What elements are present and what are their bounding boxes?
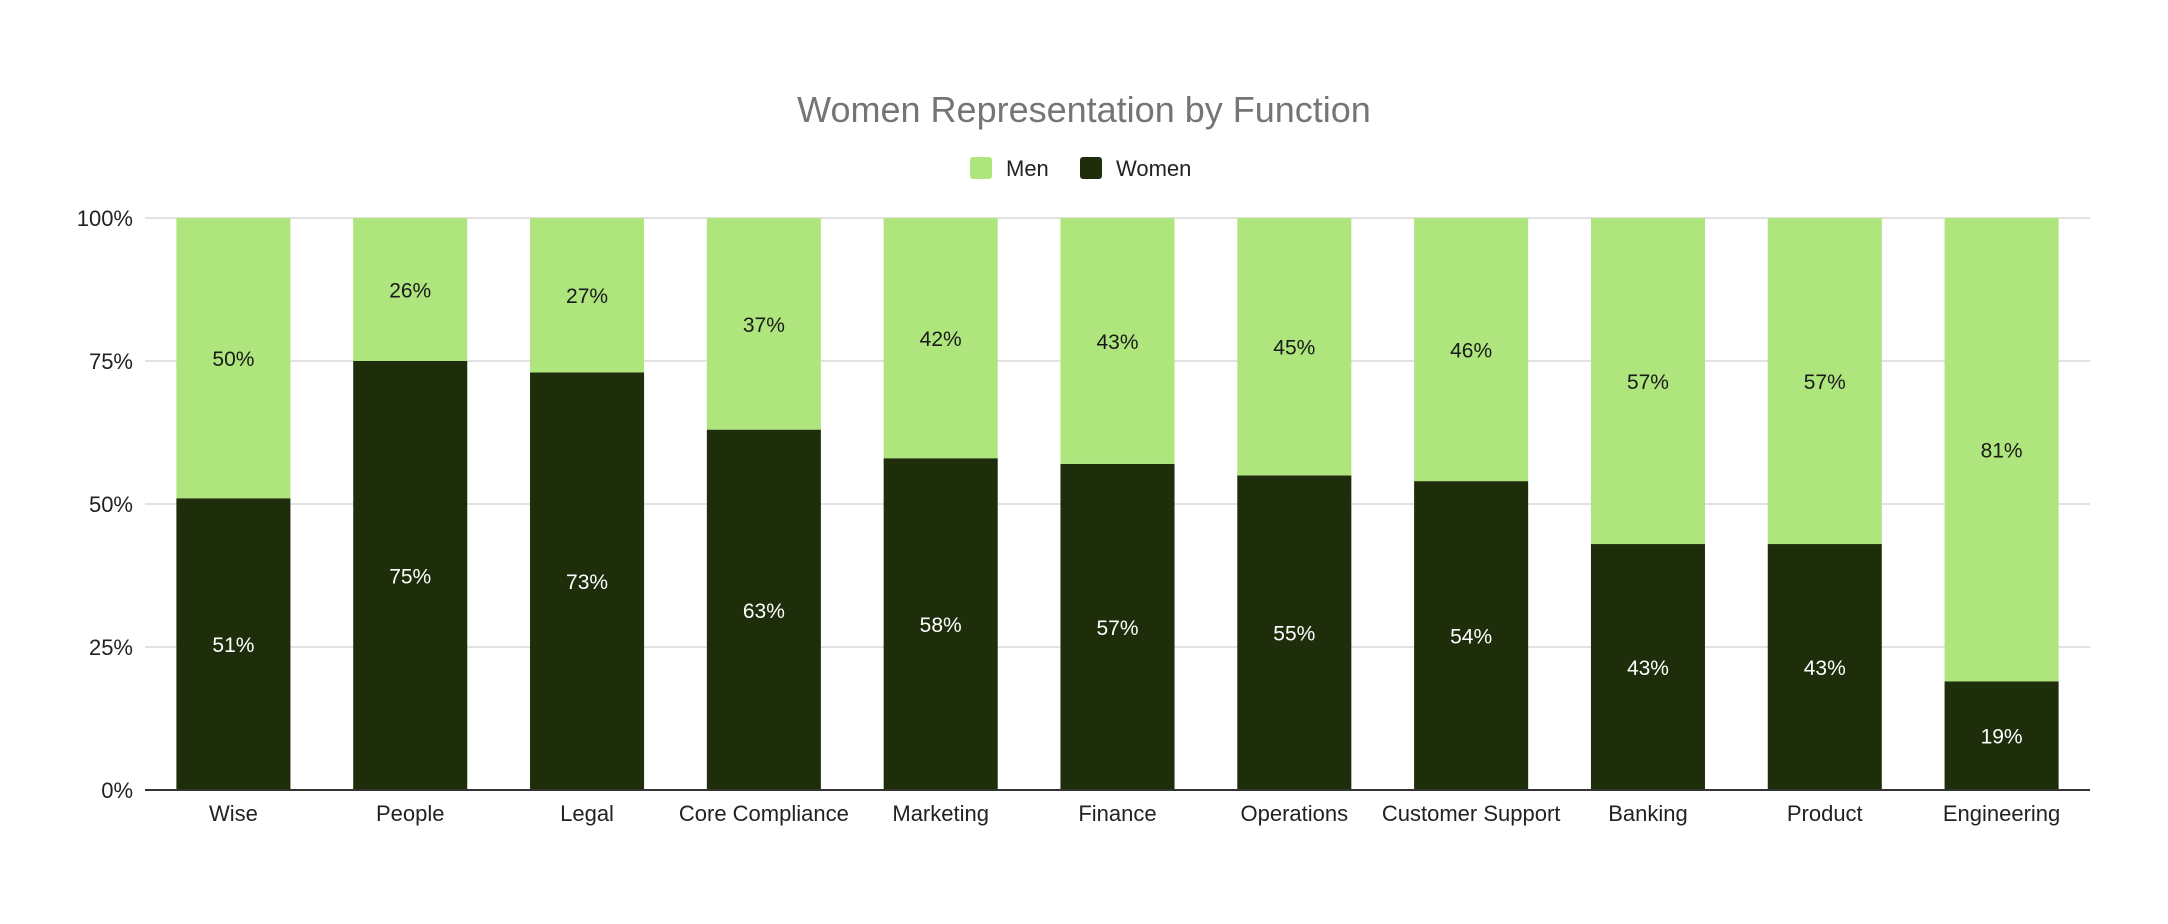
x-tick-label: People [376,801,445,826]
legend: Men Women [970,156,1191,181]
data-label-men: 46% [1450,340,1492,363]
bar-women-legal [530,372,645,790]
chart-title: Women Representation by Function [797,89,1371,130]
x-tick-label: Marketing [892,801,989,826]
bar-women-operations [1237,475,1352,790]
data-label-men: 57% [1804,371,1846,394]
bar-women-banking [1590,544,1705,790]
legend-label-men: Men [1006,156,1049,181]
x-tick-label: Core Compliance [679,801,849,826]
data-label-women: 75% [389,566,431,589]
data-label-women: 19% [1981,726,2023,749]
x-tick-label: Finance [1078,801,1156,826]
y-axis-ticks: 0% 25% 50% 75% 100% [77,206,133,803]
data-label-women: 54% [1450,626,1492,649]
bar-men-core-compliance [706,218,821,430]
data-label-men: 45% [1273,337,1315,360]
bar-women-customer-support [1414,481,1529,790]
data-label-women: 43% [1804,657,1846,680]
data-label-men: 27% [566,285,608,308]
x-tick-label: Engineering [1943,801,2060,826]
data-label-women: 58% [920,614,962,637]
bar-women-marketing [883,458,998,790]
legend-label-women: Women [1116,156,1191,181]
y-tick-label: 25% [89,635,133,660]
y-tick-label: 75% [89,349,133,374]
bar-men-marketing [883,218,998,459]
data-label-men: 57% [1627,371,1669,394]
data-label-men: 42% [920,328,962,351]
x-tick-label: Banking [1608,801,1688,826]
bar-men-product [1767,218,1882,545]
x-tick-label: Wise [209,801,258,826]
x-tick-label: Legal [560,801,614,826]
x-tick-label: Customer Support [1382,801,1561,826]
bar-men-finance [1060,218,1175,464]
bar-men-wise [176,218,291,499]
data-label-women: 55% [1273,623,1315,646]
y-tick-label: 50% [89,492,133,517]
legend-swatch-men [970,157,992,179]
data-label-women: 51% [212,634,254,657]
x-axis-ticks: Wise People Legal Core Compliance Marketing F… [209,801,2060,826]
bar-men-operations [1237,218,1352,476]
bar-men-customer-support [1414,218,1529,482]
data-label-men: 50% [212,348,254,371]
x-tick-label: Operations [1241,801,1349,826]
data-label-women: 43% [1627,657,1669,680]
data-label-women: 63% [743,600,785,623]
bar-women-engineering [1944,681,2059,790]
bar-men-engineering [1944,218,2059,682]
data-label-men: 37% [743,314,785,337]
bar-women-product [1767,544,1882,790]
bars [176,218,2059,790]
bar-women-wise [176,498,291,790]
bar-men-legal [530,218,645,373]
bar-women-people [353,361,468,790]
data-label-women: 57% [1096,617,1138,640]
legend-swatch-women [1080,157,1102,179]
y-tick-label: 0% [101,778,133,803]
data-label-men: 26% [389,280,431,303]
x-tick-label: Product [1787,801,1863,826]
data-label-men: 43% [1096,331,1138,354]
bar-men-banking [1590,218,1705,545]
data-label-women: 73% [566,571,608,594]
bar-labels: 51% 50% 75% 26% 73% 27% 63% 37% 58% 42% 57% 43% 55% 4… [212,280,2022,749]
bar-women-finance [1060,463,1175,790]
data-label-men: 81% [1981,440,2023,463]
bar-women-core-compliance [706,429,821,790]
bar-men-people [353,218,468,361]
y-tick-label: 100% [77,206,133,231]
